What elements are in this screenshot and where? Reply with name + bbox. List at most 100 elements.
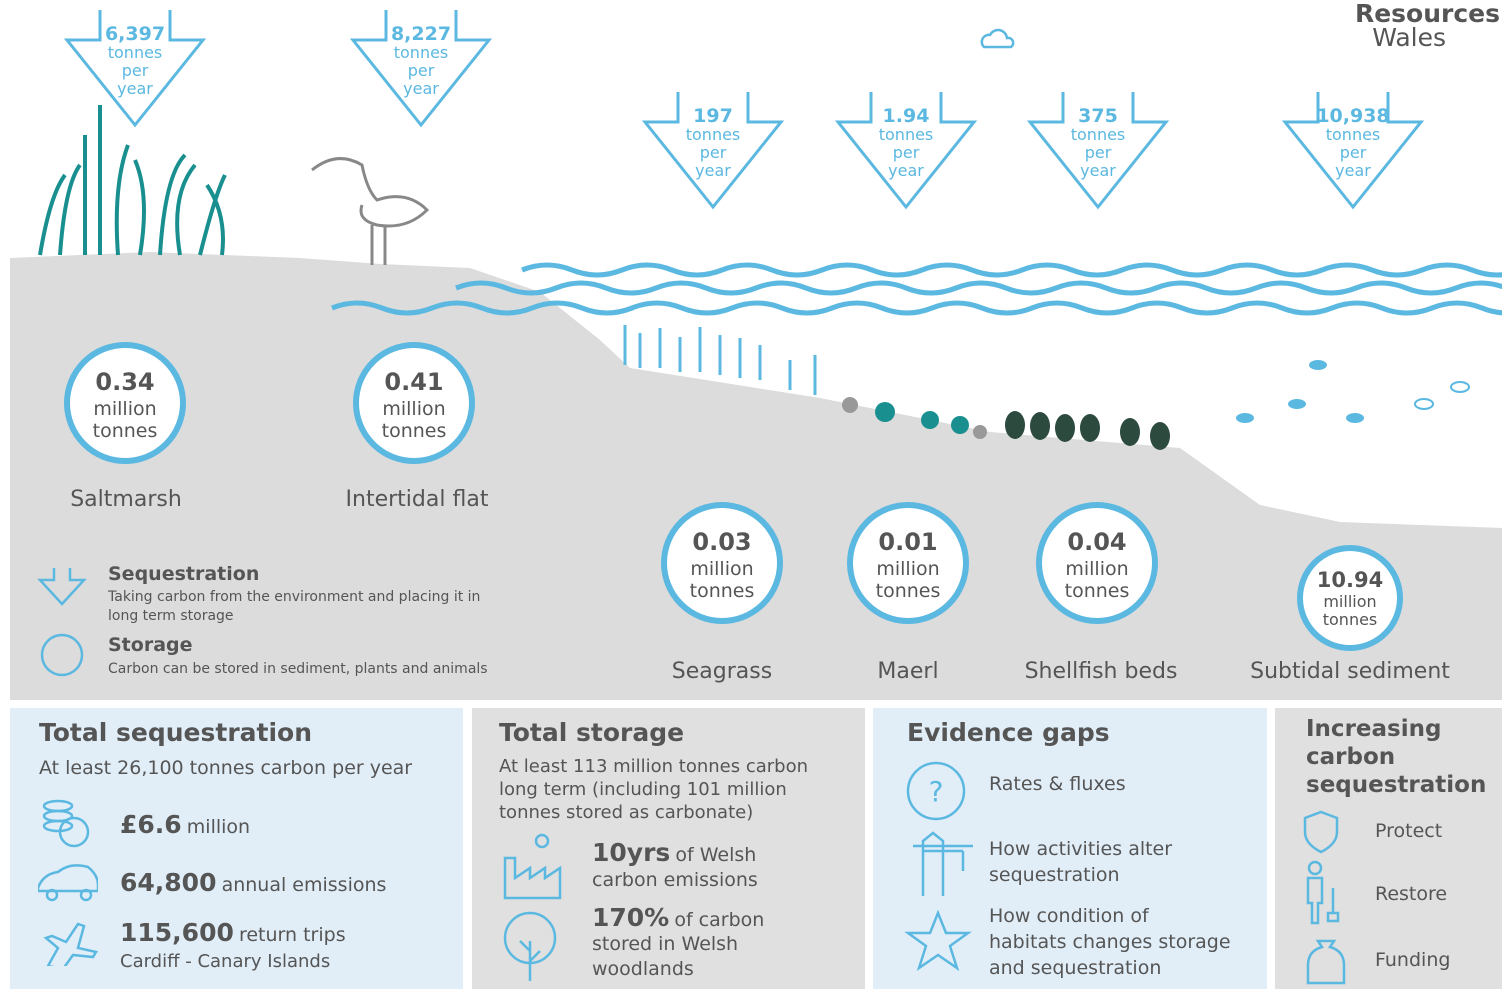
stat-detail: stored in Welsh <box>592 933 738 955</box>
panel-subtitle: At least 26,100 tonnes carbon per year <box>39 757 412 780</box>
storage-value: 0.04 <box>1067 528 1126 556</box>
stat-text: of Welsh <box>675 844 756 866</box>
sequestration-unit: tonnes <box>686 125 741 144</box>
fish <box>1236 360 1469 423</box>
panel-evidence-gaps: Evidence gaps ? Rates & fluxes How activi… <box>873 708 1267 989</box>
icons <box>1303 808 1353 988</box>
stat-value: 10yrs <box>592 838 670 867</box>
stat-value: 170% <box>592 903 669 932</box>
panel-increasing: Increasing carbon sequestration Protect R… <box>1275 708 1502 989</box>
sequestration-unit: year <box>1335 161 1371 180</box>
svg-text:?: ? <box>929 775 944 808</box>
storage-unit: million <box>876 558 939 580</box>
stat: 64,800 annual emissions <box>120 868 386 897</box>
storage-unit: million <box>690 558 753 580</box>
storage-unit: tonnes <box>382 420 447 442</box>
stat: 170% of carbon <box>592 903 764 932</box>
storage-unit: tonnes <box>690 580 755 602</box>
stat-value: 115,600 <box>120 918 234 947</box>
gap-text: How condition of <box>989 905 1149 927</box>
action-text: Protect <box>1375 820 1442 842</box>
sequestration-value: 10,938 <box>1316 105 1389 127</box>
sequestration-unit: year <box>888 161 924 180</box>
storage-unit: tonnes <box>876 580 941 602</box>
storage-unit: million <box>1323 592 1376 611</box>
habitat-name: Saltmarsh <box>70 487 182 512</box>
infographic: Resources Wales Sequestration Taking car… <box>0 0 1502 989</box>
sequestration-unit: tonnes <box>394 43 449 62</box>
saltmarsh-grass <box>40 105 225 255</box>
sequestration-unit: tonnes <box>879 125 934 144</box>
sequestration-unit: per <box>1085 143 1112 162</box>
sequestration-unit: tonnes <box>108 43 163 62</box>
sequestration-unit: tonnes <box>1326 125 1381 144</box>
gap-text: How activities alter <box>989 838 1172 860</box>
panel-title: carbon <box>1306 744 1395 770</box>
storage-unit: tonnes <box>93 420 158 442</box>
panel-title: sequestration <box>1306 772 1486 798</box>
stat-text: million <box>187 816 250 838</box>
sequestration-value: 6,397 <box>105 23 165 45</box>
stat-detail: carbon emissions <box>592 869 758 891</box>
action-text: Restore <box>1375 883 1447 905</box>
sequestration-value: 375 <box>1078 105 1118 127</box>
panel-title: Increasing <box>1306 716 1441 742</box>
panel-title: Total sequestration <box>39 718 312 747</box>
icons <box>500 833 565 983</box>
stat-text: of carbon <box>674 909 764 931</box>
storage-unit: million <box>382 398 445 420</box>
panel-subtitle: At least 113 million tonnes carbon <box>499 755 808 778</box>
sequestration-unit: year <box>117 79 153 98</box>
stat-text: return trips <box>239 924 346 946</box>
habitat-name: Shellfish beds <box>1025 659 1178 684</box>
sequestration-unit: per <box>700 143 727 162</box>
brand: Wales <box>1372 23 1446 52</box>
storage-value: 0.41 <box>384 368 443 396</box>
legend-text: long term storage <box>108 608 234 624</box>
gap-text: sequestration <box>989 864 1120 886</box>
icons: ? <box>903 758 973 988</box>
panel-total-storage: Total storage At least 113 million tonne… <box>472 708 865 989</box>
ground <box>10 252 1502 700</box>
panel-subtitle: long term (including 101 million <box>499 778 787 801</box>
legend-title: Sequestration <box>108 563 259 585</box>
sequestration-value: 1.94 <box>883 105 930 127</box>
stat: 115,600 return trips <box>120 918 346 947</box>
scene: Resources Wales Sequestration Taking car… <box>0 0 1502 702</box>
habitat-name: Subtidal sediment <box>1250 659 1450 684</box>
sequestration-unit: year <box>403 79 439 98</box>
sequestration-unit: per <box>122 61 149 80</box>
sequestration-value: 197 <box>693 105 733 127</box>
habitat-name: Seagrass <box>672 659 772 684</box>
habitat-name: Maerl <box>877 659 938 684</box>
sequestration-unit: year <box>695 161 731 180</box>
sequestration-unit: per <box>1340 143 1367 162</box>
storage-value: 0.34 <box>95 368 154 396</box>
sequestration-unit: tonnes <box>1071 125 1126 144</box>
sequestration-value: 8,227 <box>391 23 451 45</box>
sequestration-unit: per <box>408 61 435 80</box>
stat: 10yrs of Welsh <box>592 838 756 867</box>
panel-total-sequestration: Total sequestration At least 26,100 tonn… <box>10 708 463 989</box>
gap-text: habitats changes storage <box>989 931 1231 953</box>
storage-unit: million <box>93 398 156 420</box>
sequestration-unit: year <box>1080 161 1116 180</box>
icons <box>38 796 98 966</box>
panel-title: Evidence gaps <box>907 718 1110 747</box>
sequestration-unit: per <box>893 143 920 162</box>
panel-title: Total storage <box>499 718 684 747</box>
gap-text: Rates & fluxes <box>989 773 1126 795</box>
storage-unit: tonnes <box>1323 610 1378 629</box>
stat-detail: woodlands <box>592 958 694 980</box>
stat-text: annual emissions <box>222 874 387 896</box>
habitat-name: Intertidal flat <box>346 487 489 512</box>
stat-value: £6.6 <box>120 810 182 839</box>
legend-text: Taking carbon from the environment and p… <box>107 589 480 605</box>
storage-value: 10.94 <box>1317 568 1383 592</box>
panel-subtitle: tonnes stored as carbonate) <box>499 801 753 824</box>
stat-detail: Cardiff - Canary Islands <box>120 951 330 972</box>
cloud <box>982 30 1013 47</box>
gap-text: and sequestration <box>989 957 1161 979</box>
bird <box>312 159 427 265</box>
storage-unit: tonnes <box>1065 580 1130 602</box>
